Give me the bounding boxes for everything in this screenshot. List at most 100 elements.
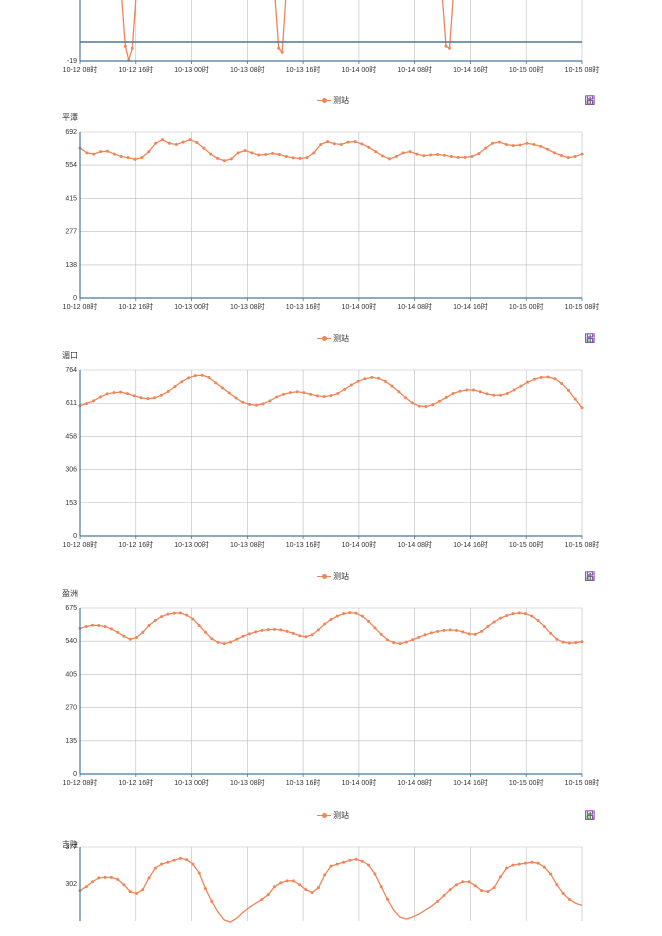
data-point: [363, 377, 367, 381]
data-point: [436, 629, 440, 633]
data-point: [191, 862, 195, 866]
data-point: [279, 881, 283, 885]
data-point: [349, 383, 353, 387]
x-tick-label: 10-14 00时: [342, 65, 377, 74]
x-tick-label: 10-15 00时: [509, 65, 544, 74]
y-tick-label: 764: [65, 367, 77, 374]
data-point: [261, 402, 265, 406]
legend[interactable]: 测站: [317, 571, 349, 582]
data-point: [387, 157, 391, 161]
data-point: [216, 156, 220, 160]
data-point: [166, 860, 170, 864]
legend[interactable]: 测站: [317, 95, 349, 106]
x-tick-label: 10-13 08时: [230, 65, 265, 74]
data-point: [560, 381, 564, 385]
data-point: [210, 637, 214, 641]
data-point: [467, 880, 471, 884]
y-tick-label: 138: [65, 262, 77, 269]
data-point: [119, 154, 123, 158]
data-point: [498, 616, 502, 620]
data-point: [266, 628, 270, 632]
data-point: [316, 886, 320, 890]
data-point: [84, 624, 88, 628]
data-point: [532, 142, 536, 146]
data-point: [422, 154, 426, 158]
data-point: [116, 877, 120, 881]
data-point: [436, 899, 440, 903]
data-point: [319, 142, 323, 146]
data-point: [431, 403, 435, 407]
legend-swatch: [317, 335, 331, 343]
data-point: [549, 631, 553, 635]
data-point: [122, 883, 126, 887]
data-point: [492, 620, 496, 624]
legend[interactable]: 测站: [317, 810, 349, 821]
data-point: [154, 141, 158, 145]
data-point: [260, 628, 264, 632]
data-point: [442, 628, 446, 632]
data-point: [580, 152, 584, 156]
data-point: [553, 377, 557, 381]
data-point: [374, 150, 378, 154]
data-point: [542, 865, 546, 869]
data-point: [285, 879, 289, 883]
data-point: [397, 390, 401, 394]
save-image-icon[interactable]: [585, 333, 595, 343]
data-point: [209, 152, 213, 156]
data-point: [429, 153, 433, 157]
data-point: [323, 622, 327, 626]
data-point: [511, 612, 515, 616]
x-tick-label: 10-14 08时: [397, 778, 432, 787]
data-point: [346, 140, 350, 144]
data-point: [546, 147, 550, 151]
data-point: [147, 623, 151, 627]
data-point: [185, 858, 189, 862]
y-tick-label: 675: [65, 605, 77, 612]
data-point: [112, 391, 116, 395]
data-point: [277, 153, 281, 157]
chart-panel-pingtan: 测站 平潭 0 138 277 415 554 692 10-12 08时 10-12 16时…: [0, 90, 662, 312]
x-tick-label: 10-13 00时: [174, 302, 209, 311]
data-point: [222, 159, 226, 163]
x-tick-label: 10-13 00时: [174, 65, 209, 74]
data-point: [567, 897, 571, 901]
data-point: [195, 141, 199, 145]
data-point: [539, 144, 543, 148]
save-image-icon[interactable]: [585, 810, 595, 820]
data-point: [178, 611, 182, 615]
data-point: [140, 156, 144, 160]
y-tick-label: 302: [65, 881, 77, 888]
data-point: [284, 154, 288, 158]
x-tick-label: 10-15 08时: [565, 302, 600, 311]
data-point: [451, 391, 455, 395]
data-point: [264, 153, 268, 157]
legend-swatch: [317, 97, 331, 105]
data-point: [99, 150, 103, 154]
data-point: [178, 856, 182, 860]
data-point: [335, 614, 339, 618]
save-image-icon[interactable]: [585, 571, 595, 581]
data-point: [485, 392, 489, 396]
data-point: [220, 386, 224, 390]
y-tick-label: 277: [65, 229, 77, 236]
data-point: [404, 640, 408, 644]
data-point: [204, 630, 207, 634]
data-point: [147, 150, 151, 154]
data-point: [392, 641, 396, 645]
data-point: [103, 624, 107, 628]
data-point: [348, 858, 352, 862]
data-point: [367, 145, 371, 149]
data-point: [398, 642, 402, 646]
data-point: [141, 630, 145, 634]
data-point: [444, 44, 448, 48]
y-tick-label: 0: [73, 533, 77, 540]
station-title: 湄口: [62, 351, 78, 360]
data-point: [234, 396, 238, 400]
series-line: [79, 374, 583, 409]
chart-panel-yingzhou: 测站 盈洲 0 135 270 405 540 675 10-12 08时 10-12 16时…: [0, 566, 662, 788]
legend[interactable]: 测站: [317, 333, 349, 344]
data-point: [315, 394, 319, 398]
save-image-icon[interactable]: [585, 95, 595, 105]
data-point: [153, 866, 157, 870]
legend-label: 测站: [333, 96, 349, 105]
